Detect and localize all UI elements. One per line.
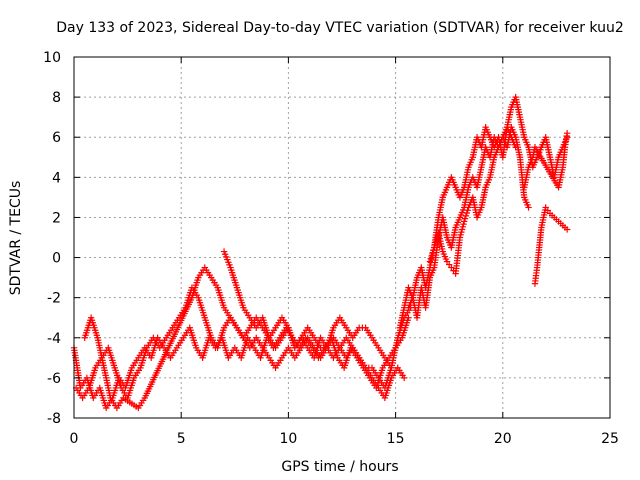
data-point-trace: [463, 209, 470, 217]
y-tick-label: 8: [52, 90, 61, 106]
x-tick-label: 25: [601, 431, 619, 447]
y-tick-label: -6: [47, 371, 61, 387]
data-point: [563, 130, 571, 137]
x-tick-label: 5: [177, 431, 186, 447]
y-tick-label: -4: [47, 331, 61, 347]
data-point-trace: [429, 249, 436, 257]
data-point: [426, 258, 434, 265]
data-point-trace: [431, 241, 439, 248]
data-point-trace: [428, 252, 435, 260]
y-tick-label: 6: [52, 130, 61, 146]
y-tick-label: 4: [52, 170, 61, 186]
data-point: [400, 374, 408, 382]
y-tick-label: 2: [52, 210, 61, 226]
data-point: [388, 364, 395, 372]
data-point-trace: [432, 238, 440, 246]
data-point: [525, 204, 532, 211]
data-point: [461, 218, 468, 225]
data-point-trace: [464, 207, 471, 214]
y-axis-label: SDTVAR / TECUs: [8, 181, 24, 296]
x-axis-label: GPS time / hours: [281, 459, 398, 475]
x-tick-label: 15: [387, 431, 405, 447]
axis-ticks: 0 5 10 15 20 25 -8 -6 -4 -2 0 2 4 6 8 10: [43, 50, 619, 447]
data-point: [430, 244, 438, 251]
x-tick-label: 10: [279, 431, 297, 447]
data-point: [512, 144, 519, 151]
data-point: [563, 226, 571, 233]
data-marks: [70, 93, 571, 412]
chart-title: Day 133 of 2023, Sidereal Day-to-day VTE…: [56, 20, 624, 36]
y-tick-label: -2: [47, 291, 61, 307]
y-tick-label: 10: [43, 50, 61, 66]
data-point-trace: [430, 247, 437, 254]
plot-frame: [73, 56, 611, 419]
y-tick-label: 0: [52, 251, 61, 267]
y-tick-label: -8: [47, 411, 61, 427]
data-point-trace: [461, 215, 469, 222]
data-point-trace: [462, 212, 470, 220]
x-tick-label: 20: [494, 431, 512, 447]
x-tick-label: 0: [70, 431, 79, 447]
data-point-trace: [427, 255, 434, 262]
